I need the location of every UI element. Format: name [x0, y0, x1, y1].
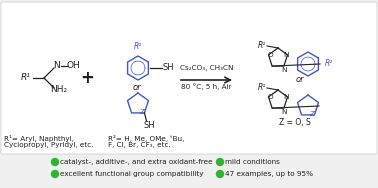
Text: N: N	[283, 94, 288, 100]
Text: 47 examples, up to 95%: 47 examples, up to 95%	[225, 171, 313, 177]
Text: R¹= Aryl, Naphthyl,: R¹= Aryl, Naphthyl,	[4, 135, 74, 142]
Text: O: O	[268, 94, 273, 100]
Text: 80 °C, 5 h, Air: 80 °C, 5 h, Air	[181, 83, 232, 90]
Text: or: or	[133, 83, 141, 92]
Text: N: N	[281, 67, 287, 73]
FancyBboxPatch shape	[1, 2, 377, 154]
Circle shape	[51, 171, 59, 177]
Text: Z: Z	[139, 109, 144, 115]
Text: F, Cl, Br, CF₃, etc.: F, Cl, Br, CF₃, etc.	[108, 142, 171, 148]
Text: N: N	[54, 61, 60, 70]
Text: N: N	[283, 52, 288, 58]
Text: R²= H, Me, OMe, ᵗBu,: R²= H, Me, OMe, ᵗBu,	[108, 135, 184, 142]
Circle shape	[51, 158, 59, 165]
Text: or: or	[296, 76, 304, 84]
Text: SH: SH	[144, 121, 155, 130]
Text: Cs₂CO₃, CH₃CN: Cs₂CO₃, CH₃CN	[180, 65, 233, 71]
Text: Z: Z	[310, 111, 314, 117]
Text: R¹: R¹	[21, 74, 31, 83]
Text: R¹: R¹	[258, 42, 266, 51]
Text: N: N	[281, 109, 287, 115]
Text: +: +	[80, 69, 94, 87]
Text: R²: R²	[134, 42, 142, 51]
Text: R²: R²	[325, 59, 333, 68]
Text: OH: OH	[66, 61, 80, 70]
Text: NH₂: NH₂	[50, 86, 68, 95]
Text: Z = O, S: Z = O, S	[279, 118, 311, 127]
Text: Cyclopropyl, Pyridyl, etc.: Cyclopropyl, Pyridyl, etc.	[4, 142, 93, 148]
Text: SH: SH	[162, 64, 174, 73]
Circle shape	[217, 158, 223, 165]
Text: catalyst-, additive-, and extra oxidant-free: catalyst-, additive-, and extra oxidant-…	[60, 159, 212, 165]
Text: R¹: R¹	[258, 83, 266, 92]
Text: excellent functional group compatibility: excellent functional group compatibility	[60, 171, 203, 177]
Text: mild conditions: mild conditions	[225, 159, 280, 165]
Text: O: O	[268, 52, 273, 58]
Circle shape	[217, 171, 223, 177]
